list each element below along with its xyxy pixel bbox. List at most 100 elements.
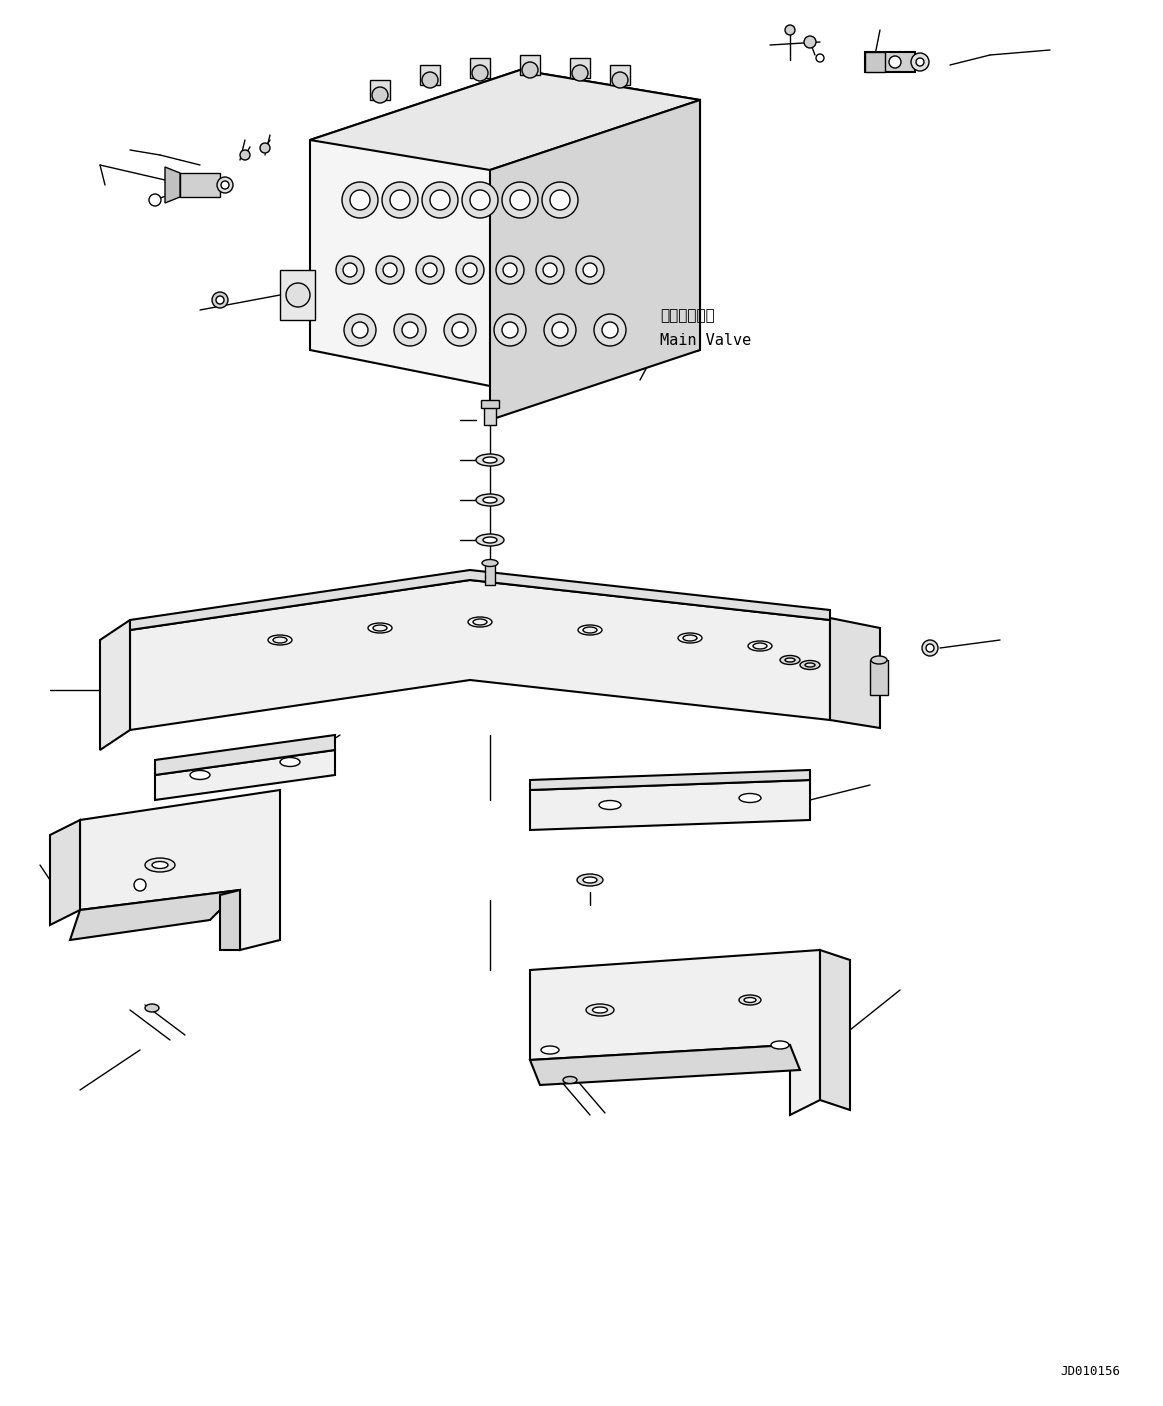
Ellipse shape bbox=[739, 995, 761, 1005]
Polygon shape bbox=[820, 950, 850, 1109]
Ellipse shape bbox=[476, 454, 504, 465]
Ellipse shape bbox=[368, 623, 392, 633]
Polygon shape bbox=[530, 780, 809, 830]
Circle shape bbox=[286, 283, 311, 307]
Circle shape bbox=[463, 263, 477, 277]
Polygon shape bbox=[130, 569, 830, 630]
Circle shape bbox=[350, 190, 370, 209]
Bar bbox=[420, 65, 440, 84]
Polygon shape bbox=[155, 735, 335, 775]
Ellipse shape bbox=[563, 1077, 577, 1084]
Bar bbox=[870, 659, 889, 695]
Ellipse shape bbox=[577, 875, 602, 886]
Ellipse shape bbox=[473, 619, 487, 626]
Circle shape bbox=[502, 322, 518, 337]
Ellipse shape bbox=[599, 800, 621, 810]
Polygon shape bbox=[165, 167, 180, 202]
Circle shape bbox=[522, 62, 538, 77]
Circle shape bbox=[221, 181, 229, 188]
Circle shape bbox=[583, 263, 597, 277]
Bar bbox=[865, 52, 885, 72]
Circle shape bbox=[785, 25, 795, 35]
Circle shape bbox=[511, 190, 530, 209]
Ellipse shape bbox=[373, 626, 387, 631]
Circle shape bbox=[416, 256, 444, 284]
Circle shape bbox=[542, 181, 578, 218]
Polygon shape bbox=[130, 581, 830, 730]
Text: JD010156: JD010156 bbox=[1059, 1365, 1120, 1378]
Bar bbox=[280, 270, 315, 321]
Polygon shape bbox=[311, 70, 700, 389]
Circle shape bbox=[261, 143, 270, 153]
Bar bbox=[481, 399, 499, 408]
Polygon shape bbox=[50, 820, 80, 925]
Bar bbox=[180, 173, 220, 197]
Polygon shape bbox=[490, 100, 700, 420]
Circle shape bbox=[343, 263, 357, 277]
Ellipse shape bbox=[267, 636, 292, 645]
Circle shape bbox=[402, 322, 418, 337]
Bar bbox=[570, 58, 590, 77]
Ellipse shape bbox=[780, 655, 800, 665]
Circle shape bbox=[430, 190, 450, 209]
Circle shape bbox=[472, 65, 488, 82]
Text: メインバルブ: メインバルブ bbox=[659, 308, 715, 323]
Ellipse shape bbox=[785, 658, 795, 662]
Circle shape bbox=[383, 263, 397, 277]
Circle shape bbox=[494, 314, 526, 346]
Circle shape bbox=[495, 256, 525, 284]
Ellipse shape bbox=[476, 494, 504, 506]
Circle shape bbox=[594, 314, 626, 346]
Circle shape bbox=[550, 190, 570, 209]
Ellipse shape bbox=[871, 657, 887, 664]
Ellipse shape bbox=[152, 862, 167, 869]
Circle shape bbox=[502, 181, 538, 218]
Ellipse shape bbox=[771, 1040, 789, 1049]
Ellipse shape bbox=[748, 641, 772, 651]
Ellipse shape bbox=[476, 534, 504, 546]
Circle shape bbox=[344, 314, 376, 346]
Polygon shape bbox=[830, 619, 880, 728]
Polygon shape bbox=[530, 1045, 800, 1085]
Circle shape bbox=[572, 65, 588, 82]
Polygon shape bbox=[530, 950, 820, 1115]
Ellipse shape bbox=[683, 636, 697, 641]
Circle shape bbox=[804, 37, 816, 48]
Circle shape bbox=[911, 53, 929, 70]
Circle shape bbox=[916, 58, 923, 66]
Circle shape bbox=[470, 190, 490, 209]
Circle shape bbox=[816, 53, 825, 62]
Bar bbox=[370, 80, 390, 100]
Ellipse shape bbox=[273, 637, 287, 643]
Ellipse shape bbox=[578, 626, 602, 636]
Polygon shape bbox=[484, 405, 495, 425]
Ellipse shape bbox=[583, 877, 597, 883]
Circle shape bbox=[423, 263, 437, 277]
Ellipse shape bbox=[145, 1004, 159, 1012]
Ellipse shape bbox=[280, 758, 300, 766]
Ellipse shape bbox=[678, 633, 702, 643]
Ellipse shape bbox=[483, 457, 497, 463]
Circle shape bbox=[462, 181, 498, 218]
Ellipse shape bbox=[739, 793, 761, 803]
Circle shape bbox=[336, 256, 364, 284]
Circle shape bbox=[149, 194, 160, 207]
Ellipse shape bbox=[744, 997, 756, 1002]
Circle shape bbox=[394, 314, 426, 346]
Circle shape bbox=[612, 72, 628, 89]
Ellipse shape bbox=[583, 627, 597, 633]
Bar bbox=[865, 52, 915, 72]
Text: Main Valve: Main Valve bbox=[659, 333, 751, 349]
Circle shape bbox=[376, 256, 404, 284]
Circle shape bbox=[452, 322, 468, 337]
Ellipse shape bbox=[481, 560, 498, 567]
Circle shape bbox=[536, 256, 564, 284]
Circle shape bbox=[212, 292, 228, 308]
Polygon shape bbox=[220, 890, 240, 950]
Bar bbox=[470, 58, 490, 77]
Circle shape bbox=[390, 190, 411, 209]
Circle shape bbox=[372, 87, 388, 103]
Circle shape bbox=[216, 297, 224, 304]
Polygon shape bbox=[530, 770, 809, 790]
Polygon shape bbox=[311, 70, 700, 170]
